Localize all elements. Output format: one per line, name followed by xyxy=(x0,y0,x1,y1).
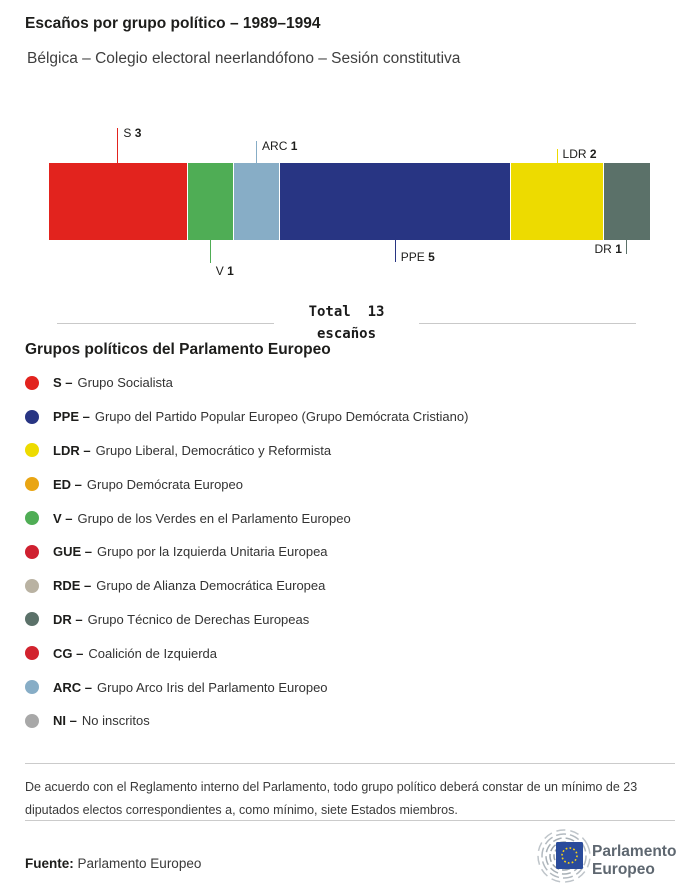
legend-color-dot-v xyxy=(25,511,39,526)
legend-item-rde: RDE – Grupo de Alianza Democrática Europe… xyxy=(25,569,675,603)
legend-group-code: PPE – xyxy=(53,409,90,425)
legend-group-code: RDE – xyxy=(53,578,92,594)
page-subtitle: Bélgica – Colegio electoral neerlandófon… xyxy=(27,50,461,67)
footnote: De acuerdo con el Reglamento interno del… xyxy=(25,780,638,817)
callout-group-code: LDR xyxy=(562,147,587,161)
legend-item-dr: DR – Grupo Técnico de Derechas Europeas xyxy=(25,603,675,637)
legend-group-name: Grupo de Alianza Democrática Europea xyxy=(96,578,326,594)
callout-group-code: V xyxy=(215,264,224,278)
callout-seat-count: 1 xyxy=(227,264,234,278)
total-seats-line2: escaños xyxy=(317,325,377,342)
source-line: Fuente: Parlamento Europeo xyxy=(25,856,201,871)
legend-item-ppe: PPE – Grupo del Partido Popular Europeo (… xyxy=(25,400,675,434)
legend-group-name: Grupo Arco Iris del Parlamento Europeo xyxy=(97,679,328,695)
legend-color-dot-gue xyxy=(25,544,39,559)
bar-segment-ldr xyxy=(511,163,604,240)
callout-tick-ppe xyxy=(394,240,396,262)
legend-group-name: No inscritos xyxy=(81,713,150,729)
callout-group-code: DR xyxy=(594,242,612,256)
legend-group-name: Grupo Demócrata Europeo xyxy=(86,476,243,492)
callout-seat-count: 1 xyxy=(615,242,622,256)
legend-group-code: V – xyxy=(53,510,73,526)
legend-item-gue: GUE – Grupo por la Izquierda Unitaria Eur… xyxy=(25,535,675,569)
page-title: Escaños por grupo político – 1989–1994 xyxy=(25,15,321,32)
legend-group-name: Grupo de los Verdes en el Parlamento Eur… xyxy=(77,510,351,526)
bar-segment-dr xyxy=(603,163,650,240)
total-seats-label: Total 13 escaños xyxy=(309,302,385,345)
callout-tick-v xyxy=(209,240,211,263)
total-seats-row: Total 13 escaños xyxy=(57,302,637,345)
legend-group-code: NI – xyxy=(53,713,77,729)
bar-segment-v xyxy=(187,163,234,240)
legend-item-ed: ED – Grupo Demócrata Europeo xyxy=(25,467,675,501)
legend-color-dot-arc xyxy=(25,680,39,695)
total-divider-right xyxy=(419,323,637,325)
callout-seat-count: 2 xyxy=(589,147,597,161)
legend-group-code: CG – xyxy=(53,645,84,661)
callout-group-code: S xyxy=(123,126,132,140)
callout-label-ldr: LDR 2 xyxy=(563,148,597,161)
legend-heading: Grupos políticos del Parlamento Europeo xyxy=(25,341,331,358)
legend-item-arc: ARC – Grupo Arco Iris del Parlamento Euro… xyxy=(25,670,675,704)
callout-label-dr: DR 1 xyxy=(595,243,622,256)
legend-color-dot-cg xyxy=(25,646,39,661)
legend-item-cg: CG – Coalición de Izquierda xyxy=(25,636,675,670)
legend-color-dot-dr xyxy=(25,612,39,627)
source-label: Fuente: xyxy=(25,856,74,871)
source-value: Parlamento Europeo xyxy=(77,856,202,871)
bar-segment-arc xyxy=(233,163,281,240)
bar-segment-ppe xyxy=(280,163,512,240)
footer-divider-bottom xyxy=(25,820,675,821)
legend-group-code: DR – xyxy=(53,611,83,627)
legend-color-dot-rde xyxy=(25,578,39,593)
legend-group-code: S – xyxy=(53,375,73,391)
legend-item-ni: NI – No inscritos xyxy=(25,704,675,738)
legend-group-name: Grupo del Partido Popular Europeo (Grupo… xyxy=(94,409,469,425)
callout-group-code: ARC xyxy=(262,139,288,153)
callout-label-v: V 1 xyxy=(216,265,234,278)
legend-group-name: Grupo Liberal, Democrático y Reformista xyxy=(95,442,332,458)
callout-label-s: S 3 xyxy=(123,127,141,140)
footer-divider-top xyxy=(25,763,675,764)
callout-label-ppe: PPE 5 xyxy=(401,251,435,264)
legend-color-dot-ldr xyxy=(25,443,39,458)
total-divider-left xyxy=(57,323,274,325)
legend-group-code: ED – xyxy=(53,476,82,492)
legend-item-ldr: LDR – Grupo Liberal, Democrático y Reform… xyxy=(25,434,675,468)
legend-color-dot-ed xyxy=(25,477,39,492)
callout-tick-ldr xyxy=(556,149,558,163)
eu-flag-icon xyxy=(556,842,583,869)
legend-color-dot-ppe xyxy=(25,409,39,424)
callout-seat-count: 5 xyxy=(428,250,435,264)
legend-list: S – Grupo Socialista PPE – Grupo del Partid… xyxy=(25,366,675,738)
legend-group-name: Coalición de Izquierda xyxy=(88,645,217,661)
legend-item-s: S – Grupo Socialista xyxy=(25,366,675,400)
callout-group-code: PPE xyxy=(400,250,425,264)
legend-group-name: Grupo por la Izquierda Unitaria Europea xyxy=(97,544,328,560)
logo-wordmark-line1: Parlamento xyxy=(592,843,676,860)
logo-wordmark-line2: Europeo xyxy=(592,861,655,878)
legend-group-name: Grupo Técnico de Derechas Europeas xyxy=(87,611,310,627)
callout-tick-dr xyxy=(625,240,627,254)
legend-group-code: GUE – xyxy=(53,544,93,560)
legend-group-name: Grupo Socialista xyxy=(77,375,173,391)
total-seats-line1: Total 13 xyxy=(308,304,385,320)
callout-tick-s xyxy=(117,128,119,163)
stacked-seat-bar xyxy=(49,163,650,240)
legend-color-dot-s xyxy=(25,375,39,390)
legend-item-v: V – Grupo de los Verdes en el Parlamento … xyxy=(25,501,675,535)
legend-group-code: LDR – xyxy=(53,442,91,458)
callout-label-arc: ARC 1 xyxy=(262,140,297,153)
callout-seat-count: 3 xyxy=(134,126,142,140)
european-parliament-logo: Parlamento Europeo xyxy=(537,829,676,883)
legend-color-dot-ni xyxy=(25,713,39,728)
legend-group-code: ARC – xyxy=(53,679,93,695)
callout-seat-count: 1 xyxy=(290,139,298,153)
callout-tick-arc xyxy=(256,141,258,163)
bar-segment-s xyxy=(49,163,188,240)
